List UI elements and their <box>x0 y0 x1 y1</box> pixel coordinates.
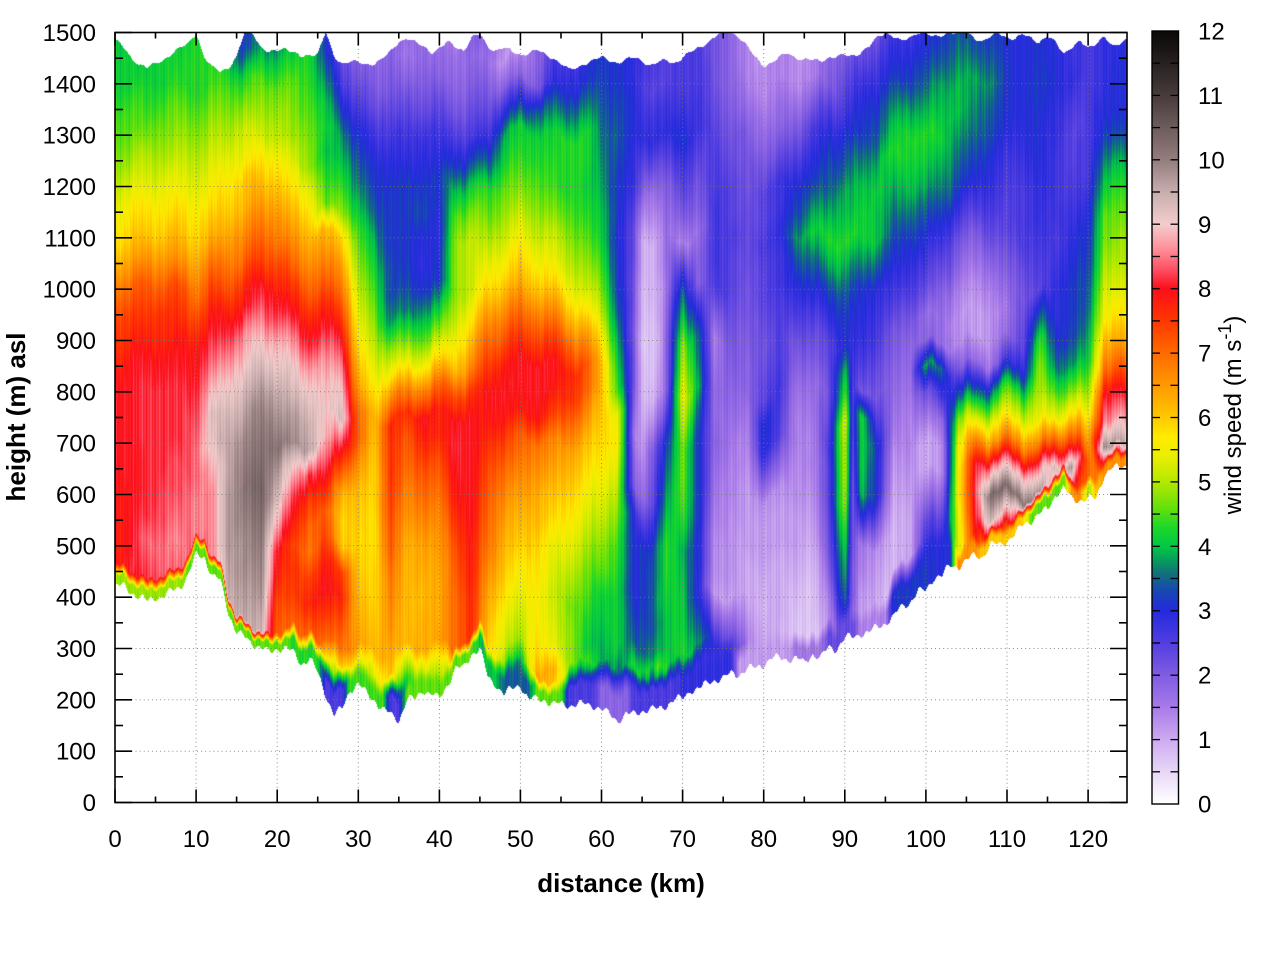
svg-text:1000: 1000 <box>43 277 96 304</box>
svg-text:1: 1 <box>1198 727 1211 754</box>
svg-text:7: 7 <box>1198 341 1211 368</box>
svg-text:0: 0 <box>108 826 121 853</box>
svg-text:80: 80 <box>750 826 777 853</box>
svg-text:11: 11 <box>1198 83 1223 110</box>
svg-text:4: 4 <box>1198 534 1211 561</box>
svg-text:300: 300 <box>56 636 96 663</box>
svg-text:800: 800 <box>56 379 96 406</box>
svg-text:0: 0 <box>1198 792 1211 819</box>
svg-text:1100: 1100 <box>44 225 96 252</box>
svg-text:400: 400 <box>56 585 96 612</box>
svg-text:0: 0 <box>83 790 96 817</box>
svg-text:1300: 1300 <box>43 123 96 150</box>
svg-text:10: 10 <box>183 826 210 853</box>
svg-text:1500: 1500 <box>43 20 96 47</box>
svg-text:200: 200 <box>56 687 96 714</box>
svg-text:500: 500 <box>56 533 96 560</box>
svg-text:40: 40 <box>426 826 453 853</box>
svg-text:wind speed (m s-1): wind speed (m s-1) <box>1215 316 1247 516</box>
svg-text:50: 50 <box>507 826 534 853</box>
svg-text:9: 9 <box>1198 212 1211 239</box>
svg-text:8: 8 <box>1198 276 1211 303</box>
svg-text:distance (km): distance (km) <box>537 868 705 898</box>
svg-text:20: 20 <box>264 826 291 853</box>
svg-text:1400: 1400 <box>43 71 96 98</box>
svg-text:600: 600 <box>56 482 96 509</box>
svg-text:100: 100 <box>56 739 96 766</box>
svg-text:height (m) asl: height (m) asl <box>1 332 31 501</box>
svg-text:900: 900 <box>56 328 96 355</box>
svg-text:12: 12 <box>1198 19 1225 46</box>
svg-text:5: 5 <box>1198 469 1211 496</box>
svg-text:6: 6 <box>1198 405 1211 432</box>
svg-text:700: 700 <box>56 431 96 458</box>
svg-text:110: 110 <box>988 826 1026 853</box>
svg-text:70: 70 <box>669 826 696 853</box>
svg-text:3: 3 <box>1198 598 1211 625</box>
svg-text:100: 100 <box>906 826 946 853</box>
svg-text:120: 120 <box>1068 826 1108 853</box>
svg-text:90: 90 <box>831 826 858 853</box>
svg-text:30: 30 <box>345 826 372 853</box>
svg-text:10: 10 <box>1198 147 1225 174</box>
svg-text:1200: 1200 <box>43 174 96 201</box>
svg-text:2: 2 <box>1198 663 1211 690</box>
svg-text:60: 60 <box>588 826 615 853</box>
